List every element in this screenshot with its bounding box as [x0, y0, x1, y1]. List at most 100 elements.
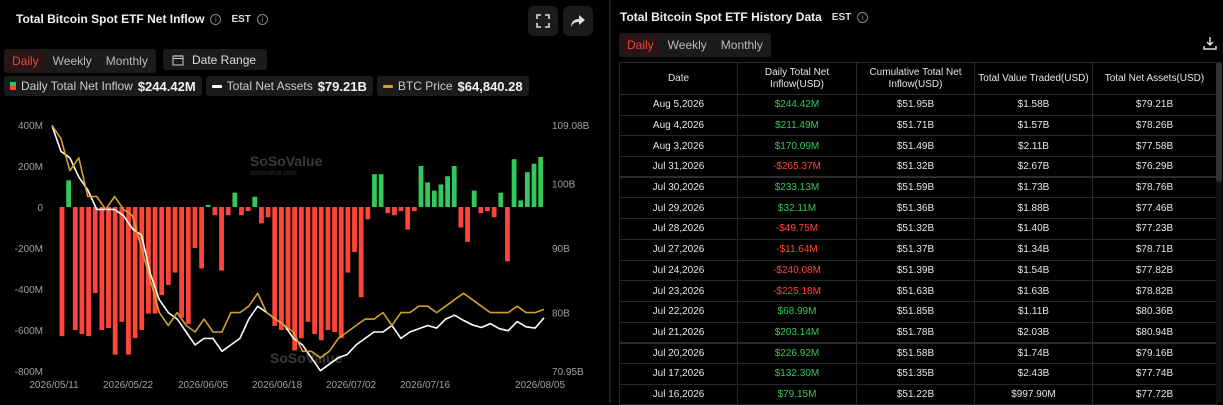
y-left-tick: -600M [15, 326, 43, 337]
inflow-bar [139, 207, 145, 330]
download-icon[interactable] [1203, 36, 1217, 50]
cell-date: Jul 28,2026 [619, 218, 738, 240]
inflow-bar [225, 207, 231, 216]
inflow-bar [491, 207, 497, 218]
col-date[interactable]: Date [619, 62, 738, 95]
tab-monthly[interactable]: Monthly [105, 54, 148, 68]
inflow-bar [358, 207, 364, 298]
cell-net-assets: $79.16B [1092, 342, 1217, 364]
inflow-bar [132, 207, 138, 339]
cell-date: Jul 16,2026 [619, 384, 738, 405]
legend-btc-price[interactable]: BTC Price $64,840.28 [376, 76, 529, 96]
cell-date: Aug 3,2026 [619, 135, 738, 158]
y-left-tick: 200M [18, 162, 43, 173]
timezone-info-icon[interactable]: i [256, 13, 268, 25]
period-tabs: Daily Weekly Monthly [4, 49, 156, 73]
inflow-swatch [10, 82, 16, 90]
tab-weekly[interactable]: Weekly [667, 38, 707, 52]
col-cumulative-inflow[interactable]: Cumulative Total Net Inflow(USD) [856, 62, 975, 95]
y-right-tick: 109.08B [552, 121, 590, 132]
inflow-bar [438, 184, 444, 207]
tab-monthly[interactable]: Monthly [720, 38, 763, 52]
cell-traded: $2.03B [974, 322, 1093, 344]
tab-daily[interactable]: Daily [6, 51, 45, 71]
inflow-bar [365, 207, 371, 220]
inflow-bar [318, 207, 324, 341]
inflow-bar [146, 207, 151, 314]
cell-date: Aug 5,2026 [619, 94, 738, 116]
y-right-tick: 80B [552, 309, 570, 320]
table-header-row: Date Daily Total Net Inflow(USD) Cumulat… [619, 62, 1217, 95]
y-left-tick: 400M [18, 121, 43, 132]
cell-daily-inflow: -$11.64M [737, 239, 857, 261]
inflow-bar [119, 207, 125, 322]
cell-daily-inflow: $211.49M [737, 115, 857, 137]
inflow-bar [245, 207, 251, 212]
col-net-assets[interactable]: Total Net Assets(USD) [1092, 62, 1217, 95]
date-range-button[interactable]: Date Range [163, 49, 267, 70]
cell-cumulative: $51.71B [856, 115, 975, 137]
share-button[interactable] [563, 6, 593, 36]
cell-cumulative: $51.32B [856, 156, 975, 178]
history-title: Total Bitcoin Spot ETF History Data [620, 10, 822, 24]
price-swatch [382, 84, 393, 88]
inflow-bar [112, 207, 118, 355]
cell-net-assets: $79.21B [1092, 94, 1217, 116]
chart-header: Total Bitcoin Spot ETF Net Inflow i EST … [16, 12, 268, 26]
assets-swatch [211, 84, 222, 88]
tab-weekly[interactable]: Weekly [52, 54, 92, 68]
cell-traded: $1.40B [974, 218, 1093, 240]
col-value-traded[interactable]: Total Value Traded(USD) [974, 62, 1093, 95]
scrollbar-thumb[interactable] [1216, 62, 1222, 182]
inflow-bar [425, 182, 431, 207]
fullscreen-icon [536, 14, 550, 28]
cell-daily-inflow: $170.09M [737, 135, 857, 158]
legend-value: $79.21B [317, 78, 367, 94]
inflow-chart[interactable]: 400M 200M 0 -200M -400M -600M -800M 109.08B 100B… [0, 108, 608, 403]
cell-date: Jul 23,2026 [619, 280, 738, 302]
cell-daily-inflow: $226.92M [737, 342, 857, 364]
inflow-bar [99, 207, 105, 330]
info-icon[interactable]: i [210, 13, 222, 25]
y-right-tick: 90B [552, 244, 570, 255]
inflow-bar [451, 166, 457, 207]
inflow-bar [165, 207, 171, 285]
tab-daily[interactable]: Daily [621, 35, 660, 55]
cell-net-assets: $78.71B [1092, 239, 1217, 261]
inflow-bar [252, 196, 258, 207]
inflow-bar [159, 207, 165, 296]
legend-net-inflow[interactable]: Daily Total Net Inflow $244.42M [4, 76, 202, 96]
cell-net-assets: $78.76B [1092, 177, 1217, 199]
net-inflow-panel: Total Bitcoin Spot ETF Net Inflow i EST … [0, 0, 608, 403]
inflow-bar [199, 207, 204, 269]
cell-net-assets: $77.46B [1092, 197, 1217, 220]
cell-date: Jul 21,2026 [619, 322, 738, 344]
table-row: Aug 4,2026 $211.49M $51.71B $1.57B $78.26B [619, 115, 1217, 137]
cell-cumulative: $51.95B [856, 94, 975, 116]
table-scrollbar[interactable] [1216, 62, 1222, 403]
inflow-bar [92, 207, 98, 294]
cell-daily-inflow: $203.14M [737, 322, 857, 344]
cell-date: Aug 4,2026 [619, 115, 738, 137]
fullscreen-button[interactable] [528, 6, 558, 36]
cell-cumulative: $51.35B [856, 363, 975, 385]
inflow-bar [392, 207, 397, 216]
inflow-bar [172, 207, 178, 273]
table-row: Aug 3,2026 $170.09M $51.49B $2.11B $77.58B [619, 135, 1217, 158]
legend-net-assets[interactable]: Total Net Assets $79.21B [205, 76, 373, 96]
legend-label: Daily Total Net Inflow [21, 79, 133, 93]
cell-net-assets: $77.74B [1092, 363, 1217, 385]
cell-net-assets: $80.36B [1092, 301, 1217, 323]
cell-net-assets: $77.72B [1092, 384, 1217, 405]
timezone-info-icon[interactable]: i [857, 11, 869, 23]
cell-net-assets: $80.94B [1092, 322, 1217, 344]
cell-date: Jul 27,2026 [619, 239, 738, 261]
cell-traded: $1.34B [974, 239, 1093, 261]
cell-daily-inflow: $32.11M [737, 197, 857, 220]
col-daily-inflow[interactable]: Daily Total Net Inflow(USD) [737, 62, 857, 95]
x-tick: 2026/05/11 [29, 380, 79, 391]
chart-legend: Daily Total Net Inflow $244.42M Total Ne… [4, 76, 529, 96]
timezone-label: EST [831, 11, 852, 23]
cell-traded: $1.88B [974, 197, 1093, 220]
inflow-bar [458, 207, 464, 228]
